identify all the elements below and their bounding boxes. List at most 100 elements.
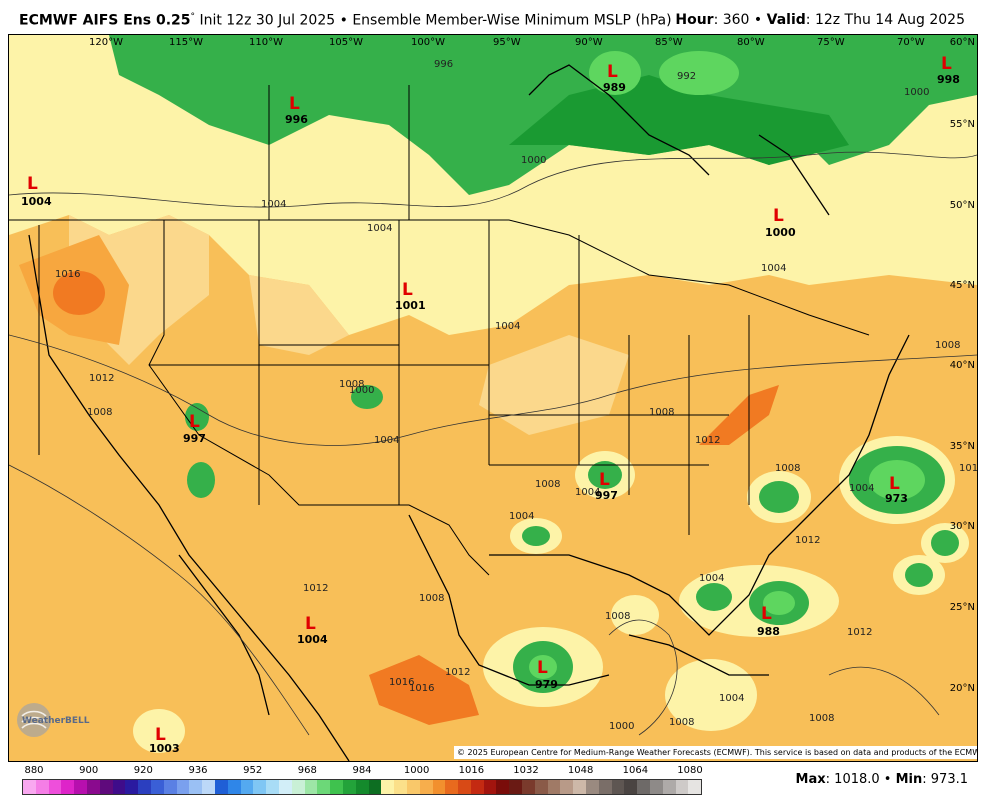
colorbar-swatch xyxy=(534,780,548,794)
colorbar-swatch xyxy=(266,780,279,794)
colorbar-swatches xyxy=(22,779,702,795)
isobar-label: 1004 xyxy=(509,511,534,522)
isobar-label: 1012 xyxy=(695,435,720,446)
isobar-labels: 996 992 1000 1000 1004 1004 1004 1016 10… xyxy=(55,59,977,732)
low-symbol: L xyxy=(773,206,784,226)
isobar-label: 1016 xyxy=(55,269,80,280)
isobar-label: 1008 xyxy=(809,713,834,724)
bermuda-low xyxy=(905,563,933,587)
colorbar-swatch xyxy=(688,780,702,794)
colorbar: 880 900 920 936 952 968 984 1000 1016 1032 1048 106… xyxy=(22,764,703,804)
map-panel[interactable]: 120°W 115°W 110°W 105°W 100°W 95°W 90°W … xyxy=(8,34,978,762)
colorbar-swatch xyxy=(48,780,62,794)
lat-label: 45°N xyxy=(950,280,975,291)
colorbar-swatch xyxy=(458,780,471,794)
title-separator: • xyxy=(339,12,348,29)
deep-trough xyxy=(509,75,849,165)
colorbar-swatch xyxy=(317,780,331,794)
colorbar-swatch xyxy=(662,780,676,794)
low-value: 1003 xyxy=(149,742,180,755)
low-symbol: L xyxy=(761,604,772,624)
isobar-label: 1000 xyxy=(349,385,374,396)
low-value: 997 xyxy=(595,489,618,502)
colorbar-swatch xyxy=(342,780,356,794)
colorbar-swatch xyxy=(35,780,49,794)
isobar-label: 996 xyxy=(434,59,453,70)
low-value: 1000 xyxy=(765,226,796,239)
colorbar-swatch xyxy=(330,780,343,794)
min-label: Min xyxy=(895,772,923,787)
colorbar-swatch xyxy=(253,780,267,794)
colorbar-swatch xyxy=(189,780,203,794)
atlantic-low-core xyxy=(869,460,925,500)
degree-sign: ° xyxy=(190,12,196,22)
lon-label: 115°W xyxy=(169,37,203,48)
isobar-label: 1012 xyxy=(847,627,872,638)
east-low xyxy=(931,530,959,556)
lon-label: 95°W xyxy=(493,37,521,48)
isobar-label: 1004 xyxy=(719,693,744,704)
colorbar-swatch xyxy=(394,780,407,794)
gulf-low-ring xyxy=(611,595,659,635)
isobar-label: 1012 xyxy=(795,535,820,546)
isobar-label: 1012 xyxy=(959,463,977,474)
colorbar-swatch xyxy=(611,780,625,794)
low-value: 989 xyxy=(603,81,626,94)
colorbar-swatch xyxy=(112,780,126,794)
low-mississippi xyxy=(588,461,622,489)
low-value: 1004 xyxy=(297,633,328,646)
colorbar-swatch xyxy=(304,780,318,794)
colorbar-swatch xyxy=(86,780,100,794)
isobar-label: 1008 xyxy=(649,407,674,418)
colorbar-tick-label: 1080 xyxy=(677,765,703,776)
logo-text: WeatherBELL xyxy=(22,716,90,726)
low-symbol: L xyxy=(155,725,166,745)
max-label: Max xyxy=(795,772,826,787)
colorbar-swatch xyxy=(291,780,305,794)
colorbar-swatch xyxy=(406,780,420,794)
lon-label: 100°W xyxy=(411,37,445,48)
init-time: Init 12z 30 Jul 2025 xyxy=(199,12,336,29)
lat-label: 55°N xyxy=(950,119,975,130)
isobar-label: 1012 xyxy=(303,583,328,594)
bahamas-low-1 xyxy=(696,583,732,611)
colorbar-swatch xyxy=(598,780,612,794)
pressure-map[interactable]: 120°W 115°W 110°W 105°W 100°W 95°W 90°W … xyxy=(9,35,977,761)
colorbar-swatch xyxy=(381,780,395,794)
lat-label: 35°N xyxy=(950,441,975,452)
colorbar-swatch xyxy=(176,780,190,794)
isobar-label: 1008 xyxy=(775,463,800,474)
model-name: ECMWF AIFS Ens 0.25 xyxy=(19,12,191,29)
low-louisiana xyxy=(522,526,550,546)
isobar-label: 1008 xyxy=(419,593,444,604)
colorbar-swatch xyxy=(432,780,446,794)
colorbar-swatch xyxy=(202,780,215,794)
low-symbol: L xyxy=(607,62,618,82)
low-value: 1004 xyxy=(21,195,52,208)
low-symbol: L xyxy=(599,470,610,490)
mountain-zone xyxy=(249,275,349,355)
isobar-label: 1008 xyxy=(535,479,560,490)
low-symbol: L xyxy=(941,54,952,74)
latitude-labels: 60°N 55°N 50°N 45°N 40°N 35°N 30°N 25°N … xyxy=(950,37,975,694)
colorbar-swatch xyxy=(470,780,484,794)
isobar-label: 1000 xyxy=(609,721,634,732)
colorbar-swatch xyxy=(496,780,510,794)
valid-value: : 12z Thu 14 Aug 2025 xyxy=(805,12,965,28)
pacific-low-ring xyxy=(133,709,185,753)
caribbean-high-ring xyxy=(665,659,757,731)
lon-label: 105°W xyxy=(329,37,363,48)
lon-label: 80°W xyxy=(737,37,765,48)
lon-label: 110°W xyxy=(249,37,283,48)
low-value: 998 xyxy=(937,73,960,86)
colorbar-swatch xyxy=(240,780,254,794)
isobar-label: 1000 xyxy=(521,155,546,166)
low-blob-colorado xyxy=(351,385,383,409)
